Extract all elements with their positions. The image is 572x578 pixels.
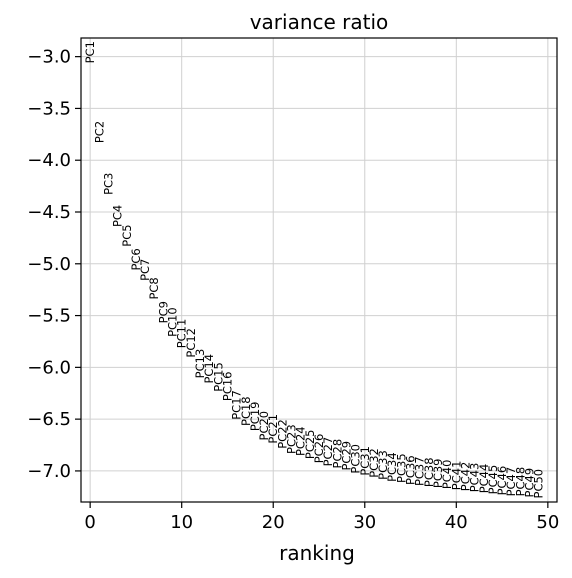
point-label-pc14: PC14: [202, 354, 216, 384]
point-label-pc38: PC38: [422, 457, 436, 487]
y-tick-label: −3.0: [27, 47, 71, 68]
point-label-pc24: PC24: [294, 426, 308, 456]
point-label-pc28: PC28: [330, 439, 344, 469]
point-label-pc13: PC13: [193, 349, 207, 379]
ticks-layer: 0 10 20 30 40 50 −3.0 −3.5 −4.0 −4.5 −5.0 −5.5 −6.0 −…: [27, 47, 559, 533]
x-tick-label: 30: [353, 512, 376, 533]
point-label-pc19: PC19: [248, 402, 262, 432]
point-label-pc29: PC29: [339, 441, 353, 471]
x-tick-label: 10: [170, 512, 193, 533]
point-label-pc18: PC18: [239, 396, 253, 426]
point-label-pc46: PC46: [495, 466, 509, 496]
point-label-pc23: PC23: [285, 424, 299, 454]
point-label-pc44: PC44: [477, 464, 491, 494]
point-label-pc49: PC49: [523, 468, 537, 498]
point-label-pc40: PC40: [440, 460, 454, 490]
y-tick-label: −6.0: [27, 357, 71, 378]
point-label-pc12: PC12: [184, 328, 198, 358]
point-label-pc34: PC34: [385, 452, 399, 482]
point-label-pc50: PC50: [532, 469, 546, 499]
point-label-pc1: PC1: [83, 41, 97, 63]
point-label-pc35: PC35: [394, 453, 408, 483]
point-label-pc2: PC2: [92, 121, 106, 143]
point-label-pc32: PC32: [367, 448, 381, 478]
point-label-pc43: PC43: [468, 463, 482, 493]
point-label-pc4: PC4: [111, 205, 125, 227]
point-label-pc15: PC15: [211, 362, 225, 392]
point-label-pc5: PC5: [120, 224, 134, 246]
point-label-pc39: PC39: [431, 459, 445, 489]
y-tick-label: −6.5: [27, 409, 71, 430]
x-tick-label: 0: [84, 512, 95, 533]
y-tick-label: −4.0: [27, 150, 71, 171]
x-tick-label: 20: [262, 512, 285, 533]
x-axis-label: ranking: [279, 541, 355, 565]
y-tick-label: −4.5: [27, 202, 71, 223]
point-label-pc27: PC27: [321, 437, 335, 467]
point-label-pc41: PC41: [449, 461, 463, 491]
plot-frame: [80, 37, 558, 503]
point-label-pc36: PC36: [404, 455, 418, 485]
y-tick-label: −5.0: [27, 254, 71, 275]
y-tick-label: −5.5: [27, 306, 71, 327]
point-label-pc6: PC6: [129, 248, 143, 270]
point-label-pc22: PC22: [275, 419, 289, 449]
point-label-pc8: PC8: [147, 277, 161, 299]
grid-layer: [81, 38, 557, 502]
point-label-pc33: PC33: [376, 450, 390, 480]
point-label-pc48: PC48: [513, 467, 527, 497]
point-label-pc47: PC47: [504, 467, 518, 497]
point-label-pc30: PC30: [349, 444, 363, 474]
point-label-pc31: PC31: [358, 446, 372, 476]
point-label-pc16: PC16: [220, 372, 234, 402]
point-label-pc25: PC25: [303, 430, 317, 460]
points-layer: PC1PC2PC3PC4PC5PC6PC7PC8PC9PC10PC11PC12P…: [83, 41, 546, 498]
point-label-pc42: PC42: [458, 462, 472, 492]
point-label-pc9: PC9: [156, 301, 170, 323]
point-label-pc45: PC45: [486, 465, 500, 495]
point-label-pc20: PC20: [257, 411, 271, 441]
x-tick-label: 40: [445, 512, 468, 533]
point-label-pc17: PC17: [230, 390, 244, 420]
x-tick-label: 50: [536, 512, 559, 533]
y-tick-label: −7.0: [27, 461, 71, 482]
point-label-pc3: PC3: [101, 173, 115, 195]
point-label-pc21: PC21: [266, 414, 280, 444]
chart-title: variance ratio: [250, 10, 389, 34]
point-label-pc11: PC11: [175, 319, 189, 349]
point-label-pc10: PC10: [166, 307, 180, 337]
y-tick-label: −3.5: [27, 98, 71, 119]
point-label-pc7: PC7: [138, 259, 152, 281]
point-label-pc26: PC26: [312, 434, 326, 464]
point-label-pc37: PC37: [413, 456, 427, 486]
